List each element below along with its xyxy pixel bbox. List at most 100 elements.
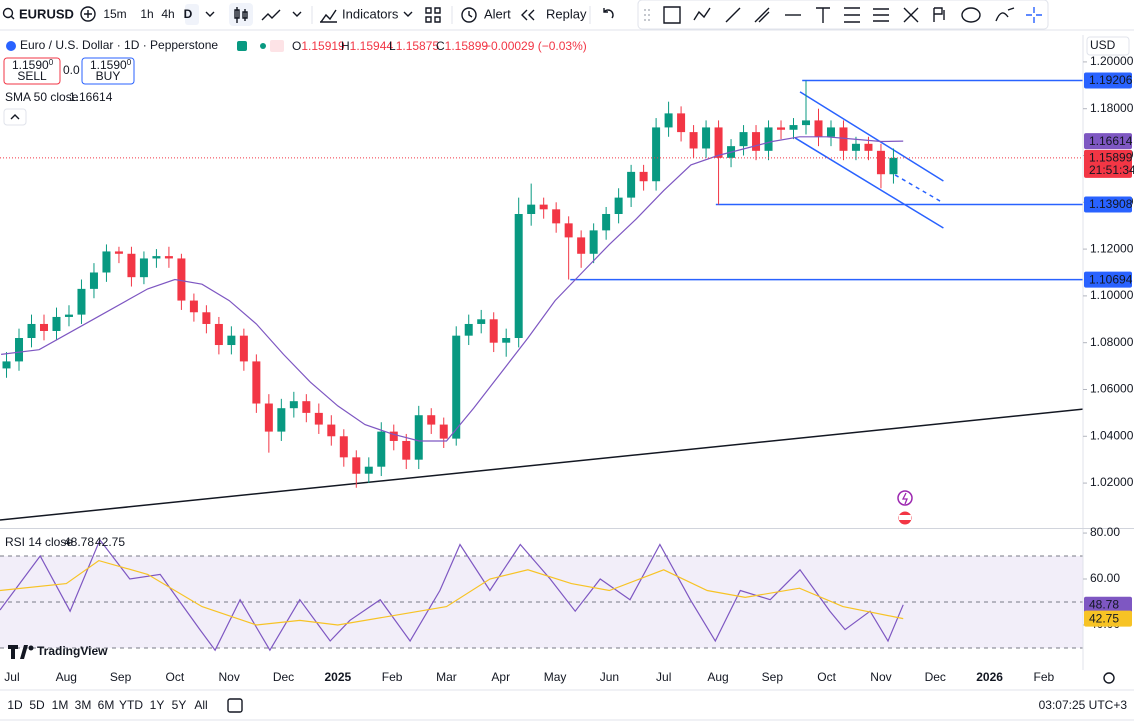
candle-body [764, 127, 773, 151]
shape-tool[interactable] [961, 7, 981, 23]
projection-tool[interactable] [933, 7, 945, 22]
settings-icon[interactable] [1103, 672, 1115, 684]
y-tick-label: 1.02000 [1090, 475, 1134, 489]
indicators-button[interactable]: Indicators [342, 6, 399, 21]
chevron[interactable] [205, 11, 215, 17]
search-icon[interactable] [2, 7, 14, 19]
candle-body [864, 143, 873, 151]
buy-price[interactable]: 1.15900 [90, 58, 132, 72]
candle-body [814, 120, 823, 137]
currency-button[interactable] [1086, 36, 1130, 56]
candle-body [114, 251, 123, 254]
buy-pip: 0 [127, 58, 132, 67]
candle-body [202, 312, 211, 324]
range-button[interactable]: 5Y [172, 698, 187, 712]
interval-button[interactable]: 1h [140, 7, 153, 21]
undo-icon[interactable] [603, 8, 614, 19]
range-button[interactable]: 1M [52, 698, 69, 712]
market-status [237, 41, 247, 51]
candle-body [477, 319, 486, 324]
trend-line-tool[interactable] [725, 7, 741, 23]
candle-body [602, 213, 611, 231]
interval-button[interactable]: 15m [103, 7, 126, 21]
crosshair-tool[interactable] [1026, 7, 1042, 23]
path-tool[interactable] [693, 7, 711, 21]
candle-body [15, 338, 24, 362]
indicators-icon[interactable] [320, 9, 337, 23]
x-tick-label: Sep [110, 670, 132, 684]
event-icon[interactable] [897, 490, 913, 506]
sell-button[interactable] [3, 57, 61, 85]
range-button[interactable]: 1Y [150, 698, 165, 712]
x-tick-label: Dec [925, 670, 946, 684]
x-tick-label: Jun [600, 670, 619, 684]
text-tool[interactable] [816, 7, 830, 23]
rsi-legend: RSI 14 close [5, 535, 73, 549]
interval-button[interactable]: 4h [161, 7, 174, 21]
candle-body [614, 197, 623, 214]
candle-body [689, 132, 698, 149]
chart-type-bg[interactable] [229, 3, 253, 26]
sell-price: 1.1590 [12, 58, 49, 72]
buy-button[interactable] [81, 57, 135, 85]
replay-button[interactable]: Replay [546, 6, 587, 21]
axis-price-text: 1.16614 [1089, 134, 1133, 148]
candle-body [264, 403, 273, 432]
candle-body [352, 457, 361, 474]
layouts-icon[interactable] [425, 7, 441, 23]
range-button[interactable]: 1D [7, 698, 23, 712]
fib-tool[interactable] [844, 7, 860, 23]
candle-body [327, 424, 336, 437]
sell-label[interactable]: SELL [17, 69, 47, 83]
x-tick-label: 2026 [976, 670, 1003, 684]
gann-tool[interactable] [873, 8, 889, 22]
drag-handle[interactable] [644, 9, 650, 21]
ohlc-value: 1.15919 [301, 39, 345, 53]
pattern-tool[interactable] [903, 7, 919, 23]
candle-body [777, 127, 786, 130]
replay-icon[interactable] [521, 9, 535, 21]
axis-price-label [1084, 133, 1132, 150]
candle-body [677, 113, 686, 133]
candle-body [851, 143, 860, 151]
candle-body [552, 209, 561, 224]
alert-icon[interactable] [461, 7, 477, 23]
candle-body [39, 323, 48, 331]
chevron[interactable] [292, 11, 302, 17]
x-tick-label: Aug [56, 670, 77, 684]
axis-currency[interactable]: USD [1090, 38, 1116, 52]
alert-button[interactable]: Alert [484, 6, 511, 21]
candle-body [564, 223, 573, 238]
candle-body [439, 424, 448, 439]
x-tick-label: Nov [219, 670, 240, 684]
brand-logo [8, 645, 28, 659]
sell-price[interactable]: 1.15900 [12, 58, 54, 72]
x-tick-label: Oct [817, 670, 836, 684]
interval-button[interactable]: D [184, 7, 193, 21]
active-interval-bg [185, 4, 199, 25]
range-button[interactable]: 3M [75, 698, 92, 712]
brand-name: TradingView [37, 644, 108, 658]
line-tool-icon[interactable] [261, 9, 281, 21]
range-button[interactable]: 6M [98, 698, 115, 712]
collapse-legend[interactable] [3, 108, 27, 126]
rectangle-tool[interactable] [663, 6, 681, 24]
parallel-channel-tool[interactable] [754, 7, 770, 23]
candle-body [27, 323, 36, 339]
ohlc-label: O [292, 39, 301, 53]
clock: 03:07:25 UTC+3 [1039, 698, 1128, 712]
chevron[interactable] [403, 11, 413, 17]
range-button[interactable]: All [194, 698, 207, 712]
candle-body [77, 288, 86, 315]
symbol[interactable]: EURUSD [19, 6, 74, 21]
y-tick-label: 1.08000 [1090, 335, 1134, 349]
range-button[interactable]: 5D [29, 698, 45, 712]
add-symbol-icon[interactable] [80, 6, 96, 22]
buy-label[interactable]: BUY [96, 69, 121, 83]
range-button[interactable]: YTD [119, 698, 143, 712]
economic-event-icon [899, 515, 911, 520]
x-tick-label: Apr [491, 670, 510, 684]
x-tick-label: Sep [762, 670, 784, 684]
brush-tool[interactable] [995, 7, 1015, 22]
date-range-icon[interactable] [227, 698, 243, 713]
